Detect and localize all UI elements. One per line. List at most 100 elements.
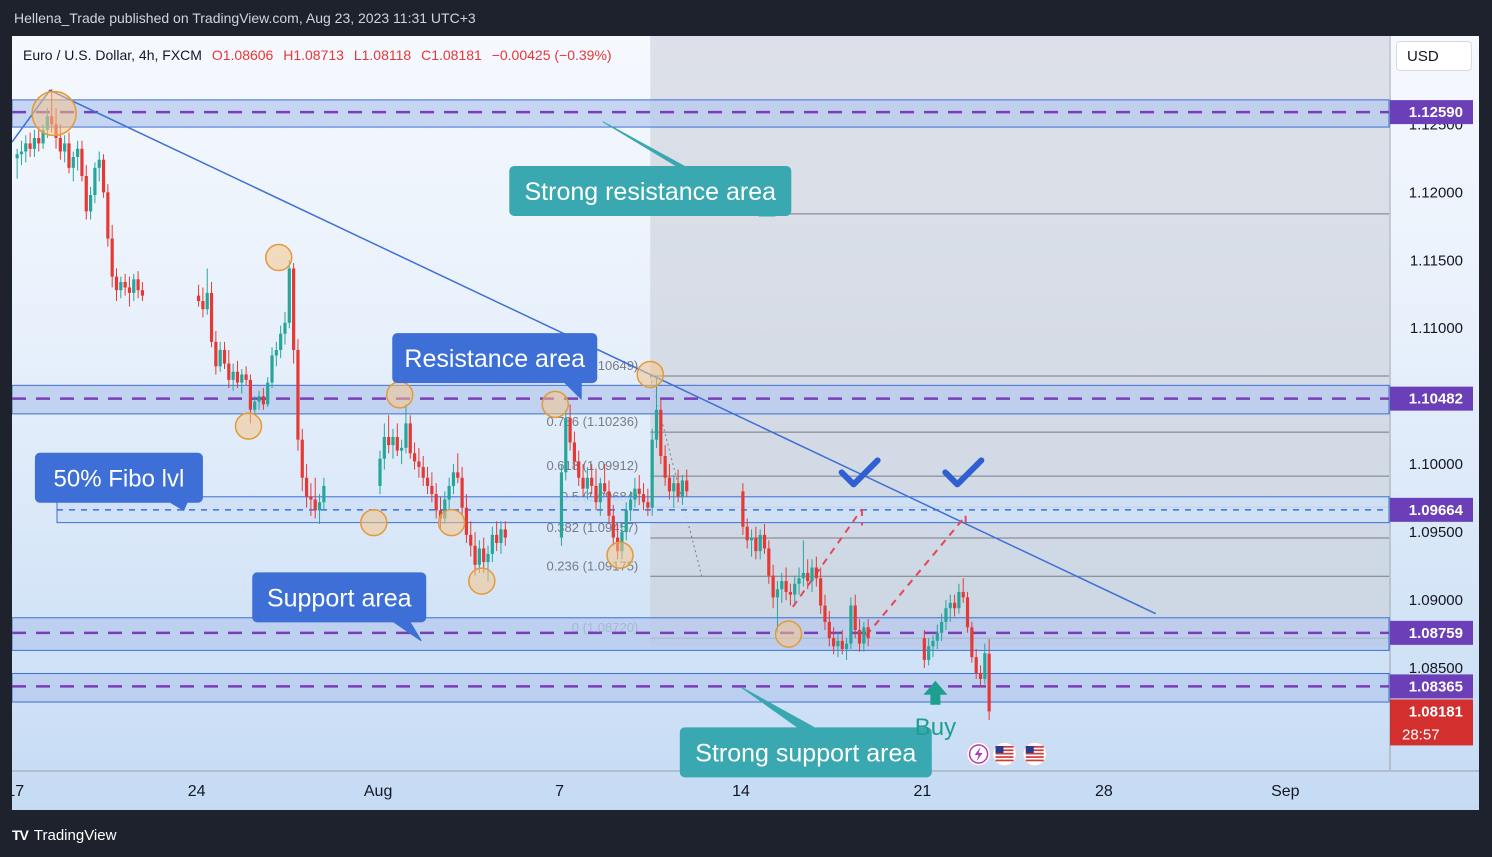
level-price-tag[interactable] xyxy=(1390,674,1473,699)
candle-body xyxy=(780,581,784,590)
candle-body xyxy=(387,436,391,446)
callout-box[interactable] xyxy=(252,572,427,623)
candle-body xyxy=(663,456,667,478)
time-tick-label: Sep xyxy=(1271,783,1300,800)
callout-box[interactable] xyxy=(392,333,598,384)
highlight-circle[interactable] xyxy=(385,381,414,409)
candle-body xyxy=(244,374,248,380)
highlight-circle[interactable] xyxy=(234,412,263,440)
candle-body xyxy=(41,129,45,144)
highlight-circle[interactable] xyxy=(636,360,665,389)
candle-body xyxy=(292,268,296,350)
candle-body xyxy=(114,276,119,291)
candle-body xyxy=(749,537,754,541)
time-axis[interactable]: 17 24 Aug 7 14 21 28 Sep xyxy=(12,783,1300,800)
zone-rect[interactable] xyxy=(12,99,1390,128)
candle-body xyxy=(240,374,244,383)
price-tick-label: 1.10000 xyxy=(1409,456,1463,473)
candle-body xyxy=(127,287,132,293)
candle-body xyxy=(611,515,615,538)
projection-line[interactable] xyxy=(792,508,863,608)
highlight-circle[interactable] xyxy=(606,541,634,569)
highlight-circle[interactable] xyxy=(360,508,388,537)
buy-label: Buy xyxy=(915,714,956,741)
candle-body xyxy=(425,477,430,486)
candle-body xyxy=(784,581,788,592)
level-price-tag[interactable] xyxy=(1390,100,1473,125)
candle-body xyxy=(935,632,939,641)
candle-body xyxy=(840,640,844,650)
candle-body xyxy=(443,499,447,519)
last-price-tag[interactable] xyxy=(1390,699,1473,746)
candle-body xyxy=(754,537,758,552)
candle-body xyxy=(957,591,961,609)
annotation-labels[interactable]: Strong resistance area Resistance area 50%… xyxy=(34,121,1048,778)
descending-trendline[interactable] xyxy=(12,89,1157,615)
level-price-tag[interactable] xyxy=(1390,497,1473,522)
candle-body xyxy=(309,496,313,500)
tradingview-footer[interactable]: TV TradingView xyxy=(12,822,116,848)
highlight-circle[interactable] xyxy=(31,90,77,137)
chart-frame[interactable]: 1.618 (1.11841)1 (1.10649)0.786 (1.10236… xyxy=(12,36,1479,810)
callout-box[interactable] xyxy=(679,727,932,778)
highlight-circle[interactable] xyxy=(774,620,803,648)
flag-stripe xyxy=(995,746,1014,748)
fib-shaded-area[interactable] xyxy=(650,36,1389,647)
candle-body xyxy=(823,605,827,622)
highlight-circle[interactable] xyxy=(541,390,569,419)
candle-body xyxy=(106,192,110,239)
candle-body xyxy=(572,442,577,462)
price-tag-label: 1.08181 xyxy=(1409,703,1463,720)
candle-body xyxy=(590,477,594,486)
candle-body xyxy=(948,602,952,609)
candle-body xyxy=(464,507,469,535)
candle-body xyxy=(201,301,205,310)
candle-body xyxy=(633,488,637,500)
currency-button[interactable]: USD xyxy=(1396,41,1472,71)
candle-body xyxy=(71,156,75,168)
candle-body xyxy=(598,483,602,503)
buy-arrow-icon[interactable] xyxy=(923,680,948,705)
zone-rect[interactable] xyxy=(12,617,1390,651)
candle-body xyxy=(28,143,32,149)
trendline-layer[interactable] xyxy=(12,89,1157,615)
zone-rect[interactable] xyxy=(12,384,1390,415)
price-tag-label: 1.08365 xyxy=(1409,678,1463,695)
publish-text: Hellena_Trade published on TradingView.c… xyxy=(14,10,476,26)
candle-body xyxy=(222,349,227,364)
zone-rect[interactable] xyxy=(12,672,1390,703)
flag-stripe xyxy=(1025,759,1044,762)
tradingview-brand: TradingView xyxy=(33,826,117,844)
candle-body xyxy=(417,461,421,467)
projection-lines[interactable] xyxy=(792,508,967,637)
candle-body xyxy=(801,572,805,579)
price-tag-label: 1.08759 xyxy=(1409,625,1463,642)
price-axis[interactable]: 1.125001.120001.115001.110001.100001.095… xyxy=(1390,100,1473,746)
lightning-ring xyxy=(968,744,989,764)
candle-body xyxy=(654,409,659,440)
flag-stripe xyxy=(995,756,1014,758)
level-price-tag[interactable] xyxy=(1390,620,1473,645)
callout-box[interactable] xyxy=(34,452,203,503)
candle-body xyxy=(944,608,948,622)
candle-body xyxy=(80,148,84,177)
candle-body xyxy=(132,279,136,293)
candle-body xyxy=(304,477,309,497)
callout-box[interactable] xyxy=(509,165,792,216)
candle-body xyxy=(983,653,987,679)
level-price-tag[interactable] xyxy=(1390,386,1473,411)
candle-body xyxy=(119,282,123,291)
candle-body xyxy=(806,572,810,582)
candle-body xyxy=(15,154,19,159)
callout-text: Support area xyxy=(267,584,412,612)
candle-body xyxy=(849,605,853,644)
highlight-circles[interactable] xyxy=(31,90,803,648)
candle-body xyxy=(771,575,775,598)
candle-body xyxy=(685,480,689,492)
highlight-circle[interactable] xyxy=(468,567,496,595)
callout-text: Resistance area xyxy=(404,345,585,373)
price-chart[interactable]: 1.618 (1.11841)1 (1.10649)0.786 (1.10236… xyxy=(12,36,1479,810)
candle-body xyxy=(32,137,37,149)
highlight-circle[interactable] xyxy=(265,243,293,272)
highlight-circle[interactable] xyxy=(437,508,466,537)
